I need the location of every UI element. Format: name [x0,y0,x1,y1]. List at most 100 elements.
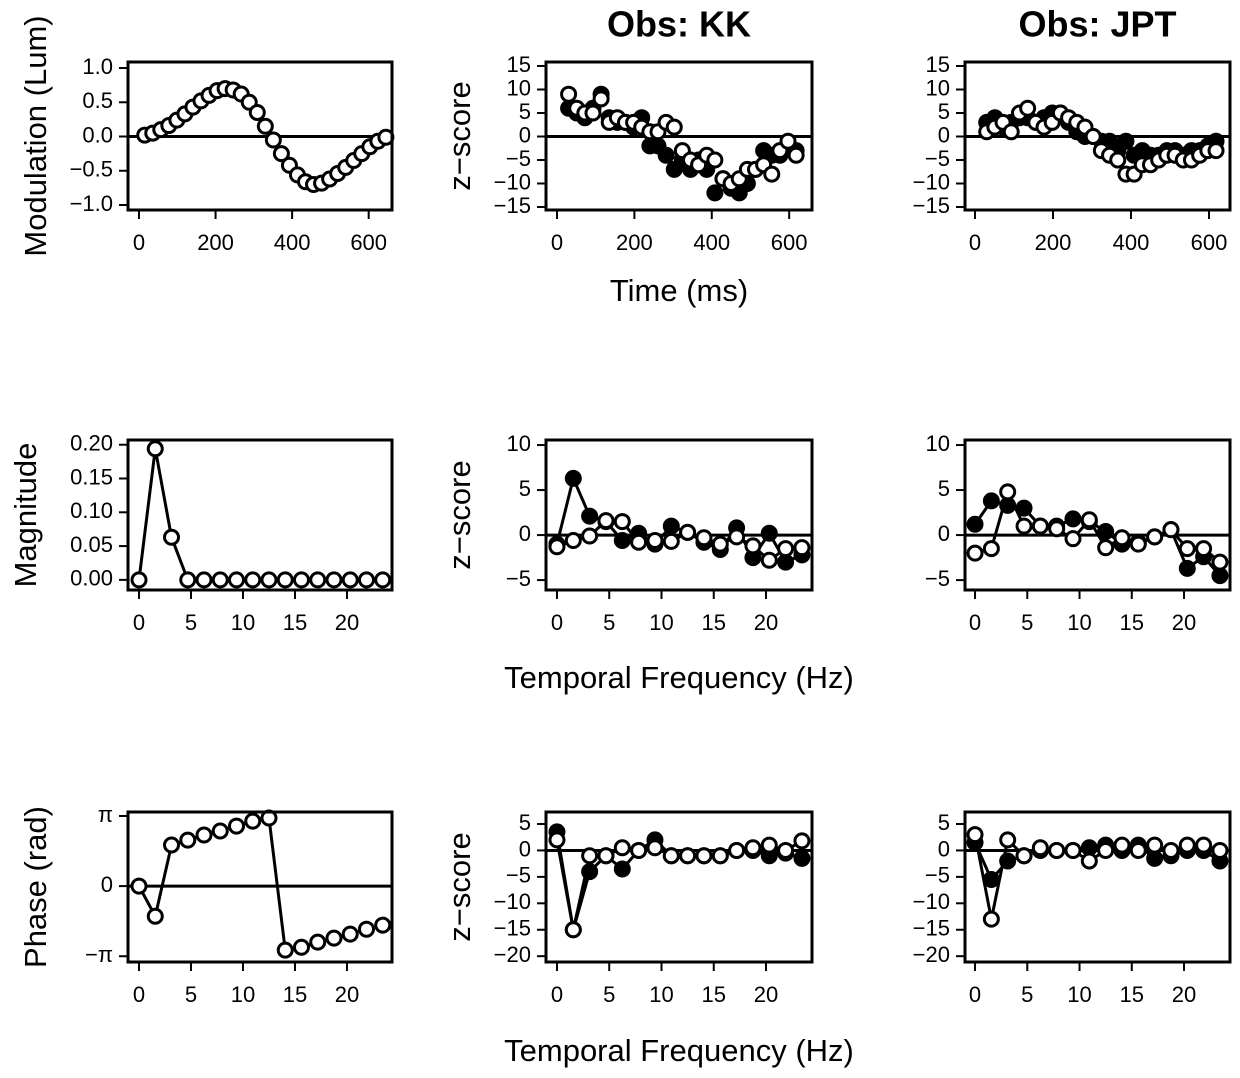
y-tick-label: −5 [925,566,950,591]
y-tick-label: −π [85,942,113,967]
point [777,540,795,558]
plot-frame [963,438,1232,592]
point [244,812,262,830]
point [592,90,610,108]
y-axis-label: Magnitude [8,443,43,588]
point [276,571,294,589]
point [1064,841,1082,859]
point [646,531,664,549]
point [982,492,1000,510]
x-tick-label: 10 [649,610,673,635]
x-tick-label: 400 [1113,230,1150,255]
point [1002,123,1020,141]
point [1015,517,1033,535]
point [163,836,181,854]
point [1162,841,1180,859]
point [1097,539,1115,557]
point [309,571,327,589]
x-tick-label: 10 [231,982,255,1007]
point [341,571,359,589]
point [1211,841,1229,859]
point [1211,567,1229,585]
point [341,925,359,943]
point [999,483,1017,501]
point [195,571,213,589]
y-tick-label: 10 [926,431,950,456]
x-tick-label: 200 [616,230,653,255]
y-tick-label: 0.5 [82,88,113,113]
point [1117,132,1135,150]
x-tick-label: 0 [969,982,981,1007]
point [613,839,631,857]
x-tick-label: 5 [185,982,197,1007]
point [357,920,375,938]
x-tick-label: 10 [231,610,255,635]
point [357,571,375,589]
y-axis-label: z−score [442,832,477,941]
point [662,847,680,865]
point [1207,142,1225,160]
x-tick-label: 15 [283,982,307,1007]
point [657,146,675,164]
y-tick-label: 5 [938,99,950,124]
point [982,910,1000,928]
point [728,841,746,859]
point [264,131,282,149]
point [613,531,631,549]
x-axis-label: Temporal Frequency (Hz) [504,660,854,695]
point [1031,517,1049,535]
point [248,104,266,122]
point [244,571,262,589]
point [1113,529,1131,547]
panel: 0 5 10 15 20 −5 0 5 10 [925,431,1232,635]
point [1178,559,1196,577]
y-tick-label: 0 [938,122,950,147]
point [581,507,599,525]
point [256,117,274,135]
point [1064,510,1082,528]
y-tick-label: 0.05 [70,532,113,557]
plot-frame [126,438,394,592]
x-tick-label: 400 [274,230,311,255]
point [613,860,631,878]
x-tick-label: 600 [350,230,387,255]
point [711,847,729,865]
y-tick-label: −15 [494,193,531,218]
point [779,132,797,150]
y-tick-label: −5 [925,146,950,171]
x-tick-label: 0 [133,610,145,635]
point [1162,521,1180,539]
point [695,847,713,865]
point [581,847,599,865]
point [325,929,343,947]
point [597,512,615,530]
x-tick-label: 0 [551,610,563,635]
y-tick-label: −1.0 [70,191,113,216]
y-tick-label: 0.0 [82,122,113,147]
point [146,907,164,925]
point [581,527,599,545]
y-tick-label: −5 [506,863,531,888]
x-tick-label: 5 [1021,610,1033,635]
point [581,863,599,881]
point [1146,528,1164,546]
x-tick-label: 15 [1120,610,1144,635]
point [1084,127,1102,145]
point [1129,535,1147,553]
y-tick-label: 1.0 [82,54,113,79]
point [999,496,1017,514]
plot-frame [544,810,814,964]
point [999,852,1017,870]
y-tick-label: 5 [519,99,531,124]
point [597,847,615,865]
point [228,817,246,835]
point [272,145,290,163]
y-tick-label: 10 [926,75,950,100]
point [130,877,148,895]
panel: 0 5 10 15 20 −π 0 π Phase (rad) [18,802,394,1007]
point [1019,99,1037,117]
y-tick-label: −5 [506,146,531,171]
panel: 0 200 400 600 −1.0 −0.5 0.0 0.5 1.0 Modulation (L… [18,15,395,257]
